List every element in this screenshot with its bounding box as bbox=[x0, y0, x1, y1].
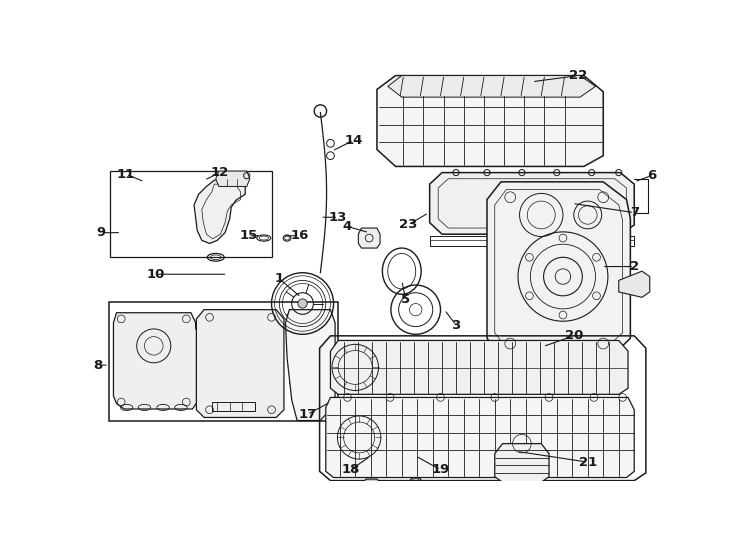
Text: 3: 3 bbox=[451, 319, 461, 332]
Polygon shape bbox=[487, 182, 631, 357]
Bar bbox=[212, 402, 255, 411]
Polygon shape bbox=[363, 479, 380, 495]
Bar bbox=[110, 171, 272, 257]
Text: 10: 10 bbox=[146, 268, 164, 281]
Text: 17: 17 bbox=[298, 408, 316, 421]
Polygon shape bbox=[286, 309, 335, 421]
Text: 14: 14 bbox=[344, 134, 363, 147]
Text: 19: 19 bbox=[432, 463, 450, 476]
Text: 13: 13 bbox=[329, 211, 347, 224]
Text: 1: 1 bbox=[275, 272, 284, 285]
Text: 2: 2 bbox=[630, 260, 639, 273]
Text: 21: 21 bbox=[578, 456, 597, 469]
Text: 5: 5 bbox=[401, 293, 410, 306]
Polygon shape bbox=[330, 340, 628, 394]
Text: 11: 11 bbox=[117, 167, 135, 181]
Polygon shape bbox=[388, 76, 595, 97]
Text: 6: 6 bbox=[647, 169, 656, 182]
Text: 15: 15 bbox=[239, 230, 258, 242]
Text: 16: 16 bbox=[290, 230, 308, 242]
Circle shape bbox=[298, 299, 308, 308]
Polygon shape bbox=[619, 271, 650, 298]
Text: 20: 20 bbox=[564, 329, 583, 342]
Text: 4: 4 bbox=[343, 220, 352, 233]
Polygon shape bbox=[429, 173, 634, 234]
Text: 7: 7 bbox=[630, 206, 639, 219]
Polygon shape bbox=[326, 397, 634, 477]
Polygon shape bbox=[358, 228, 380, 248]
Text: 12: 12 bbox=[211, 166, 229, 179]
Text: 8: 8 bbox=[93, 359, 103, 372]
Polygon shape bbox=[114, 313, 199, 409]
Polygon shape bbox=[194, 179, 245, 244]
Text: 9: 9 bbox=[96, 226, 106, 239]
Polygon shape bbox=[216, 171, 250, 186]
Polygon shape bbox=[197, 309, 284, 417]
Polygon shape bbox=[377, 76, 603, 166]
Text: 18: 18 bbox=[341, 463, 360, 476]
Text: 22: 22 bbox=[570, 69, 588, 82]
Polygon shape bbox=[495, 444, 549, 482]
Text: 23: 23 bbox=[399, 219, 417, 232]
